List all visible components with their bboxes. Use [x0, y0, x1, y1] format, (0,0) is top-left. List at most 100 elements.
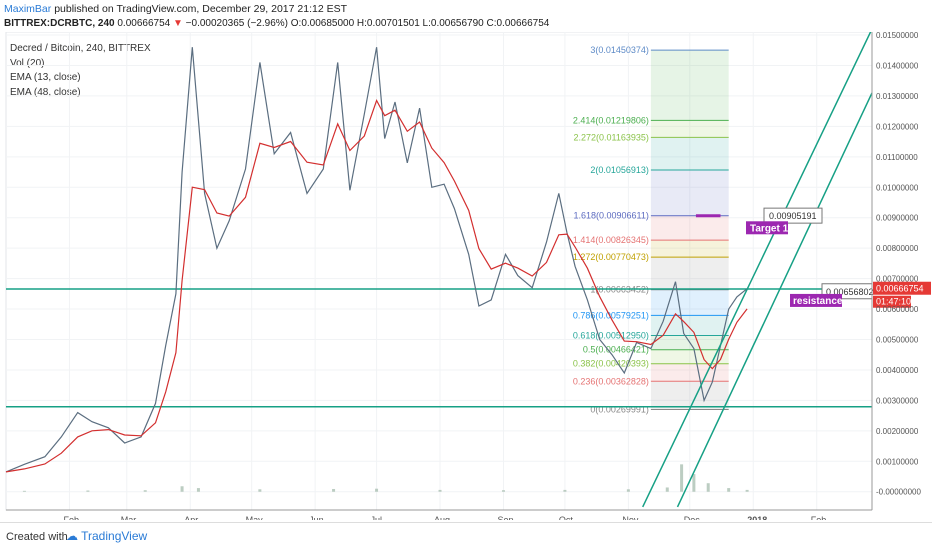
fib-band	[650, 315, 729, 336]
y-tick-label: 0.00800000	[876, 244, 919, 253]
tradingview-brand: TradingView	[81, 529, 148, 543]
x-tick-label: Nov	[622, 515, 639, 520]
y-tick-label: 0.00100000	[876, 457, 919, 466]
volume-bar	[680, 464, 684, 492]
y-tick-label: 0.01000000	[876, 183, 919, 192]
y-tick-label: 0.01400000	[876, 61, 919, 70]
y-tick-label: 0.00700000	[876, 275, 919, 284]
tradingview-logo[interactable]: ☁ TradingView	[66, 529, 147, 543]
x-tick-label: Dec	[684, 515, 701, 520]
down-arrow-icon: ▼	[172, 18, 183, 29]
last-price-tag	[873, 281, 931, 295]
fib-band	[650, 215, 729, 241]
fib-level-label: 0(0.00269991)	[590, 405, 649, 415]
y-tick-label: 0.00400000	[876, 366, 919, 375]
symbol-label: BITTREX:DCRBTC, 240	[4, 18, 115, 29]
fib-band	[650, 169, 729, 216]
countdown-tag	[873, 295, 911, 308]
x-tick-label: Sep	[497, 515, 513, 520]
fib-level-label: 0.236(0.00362828)	[573, 376, 649, 386]
volume-bar	[438, 489, 442, 492]
volume-bar	[196, 488, 200, 492]
y-tick-label: 0.00200000	[876, 427, 919, 436]
volume-bar	[563, 489, 567, 492]
fib-level-label: 1(0.00663452)	[590, 285, 649, 295]
volume-bar	[332, 488, 336, 492]
volume-bar	[258, 489, 262, 492]
x-tick-label: Jun	[309, 515, 324, 520]
x-tick-label: Oct	[559, 515, 574, 520]
fib-band	[650, 137, 729, 170]
price-chart[interactable]: 3(0.01450374) 2.414(0.01219806) 2.272(0.01…	[0, 32, 932, 520]
volume-bar	[626, 489, 630, 492]
fib-level-label: 1.272(0.00770473)	[573, 252, 649, 262]
target-callout-box	[763, 207, 823, 224]
volume-bar	[86, 490, 90, 492]
fib-level-label: 2(0.01056913)	[590, 165, 649, 175]
fib-band	[650, 120, 729, 138]
fib-band	[650, 363, 729, 382]
legend-symbol[interactable]: Decred / Bitcoin, 240, BITTREX	[10, 43, 151, 54]
fib-level-label: 3(0.01450374)	[590, 45, 649, 55]
fib-level-label: 2.414(0.01219806)	[573, 115, 649, 125]
x-tick-label: Jul	[371, 515, 383, 520]
y-tick-label: 0.00500000	[876, 336, 919, 345]
fibonacci-extension: 3(0.01450374) 2.414(0.01219806) 2.272(0.01…	[573, 45, 729, 415]
legend-volume[interactable]: Vol (20)	[10, 57, 45, 69]
ascending-channel	[642, 32, 873, 508]
y-tick-label: 0.01300000	[876, 92, 919, 101]
price-line	[5, 47, 748, 473]
y-tick-label: 0.00600000	[876, 305, 919, 314]
x-tick-label: Feb	[63, 515, 79, 520]
author-link[interactable]: MaximBar	[4, 3, 52, 15]
fib-band	[650, 289, 729, 316]
volume-bar	[143, 490, 147, 492]
y-tick-label: 0.00300000	[876, 396, 919, 405]
x-tick-label: Aug	[434, 515, 450, 520]
fib-band	[650, 50, 729, 121]
target-label: Target 1	[750, 223, 789, 234]
x-tick-label: May	[246, 515, 264, 520]
fib-level-label: 0.786(0.00579251)	[573, 310, 649, 320]
x-tick-label: Apr	[184, 515, 198, 520]
legend-ema48[interactable]: EMA (48, close)	[10, 86, 81, 98]
fib-level-label: 2.272(0.01163935)	[573, 132, 648, 142]
target-callout-value: 0.00905191	[769, 211, 817, 221]
last-price-tag-value: 0.00666754	[876, 284, 924, 294]
channel-upper-line	[642, 32, 872, 508]
channel-lower-line	[676, 92, 873, 508]
volume-bar	[180, 486, 184, 492]
x-tick-label: Feb	[811, 515, 827, 520]
y-tick-label: -0.00000000	[876, 488, 921, 497]
price-axis[interactable]: 0.01500000 0.01400000 0.01300000 0.01200000…	[871, 32, 921, 510]
volume-bar	[692, 474, 696, 492]
countdown-value: 01:47:10	[876, 297, 911, 307]
time-axis[interactable]: Feb Mar Apr May Jun Jul Aug Sep Oct Nov Dec 2018 Feb	[6, 509, 872, 520]
resistance-callout-value: 0.00656802	[826, 287, 874, 297]
fib-band	[650, 381, 729, 410]
created-with-text: Created with	[6, 531, 68, 543]
y-tick-label: 0.00900000	[876, 214, 919, 223]
ohlc-line: BITTREX:DCRBTC, 240 0.00666754 ▼ −0.0002…	[4, 18, 549, 29]
volume-bar	[727, 488, 731, 492]
fib-band	[650, 257, 729, 290]
fib-level-label: 0.618(0.00512950)	[573, 331, 649, 341]
volume-bar	[665, 487, 669, 492]
ohlc-values: O:0.00685000 H:0.00701501 L:0.00656790 C…	[290, 18, 550, 29]
y-tick-label: 0.01500000	[876, 32, 919, 40]
fib-level-label: 1.414(0.00826345)	[573, 235, 649, 245]
change-value: −0.00020365 (−2.96%)	[185, 18, 288, 29]
fib-level-label: 0.382(0.00420393)	[573, 359, 649, 369]
x-tick-label: 2018	[747, 515, 767, 520]
published-text: published on TradingView.com, December 2…	[54, 3, 348, 15]
volume-bar	[22, 490, 26, 492]
volume-bar	[745, 489, 749, 492]
cloud-icon: ☁	[66, 529, 78, 543]
resistance-label-box	[790, 293, 842, 307]
chart-header: MaximBar published on TradingView.com, D…	[0, 0, 932, 32]
volume-bar	[706, 483, 710, 492]
horizontal-levels	[6, 288, 872, 408]
fib-level-label: 1.618(0.00906611)	[573, 211, 648, 221]
legend-ema13[interactable]: EMA (13, close)	[10, 72, 81, 83]
